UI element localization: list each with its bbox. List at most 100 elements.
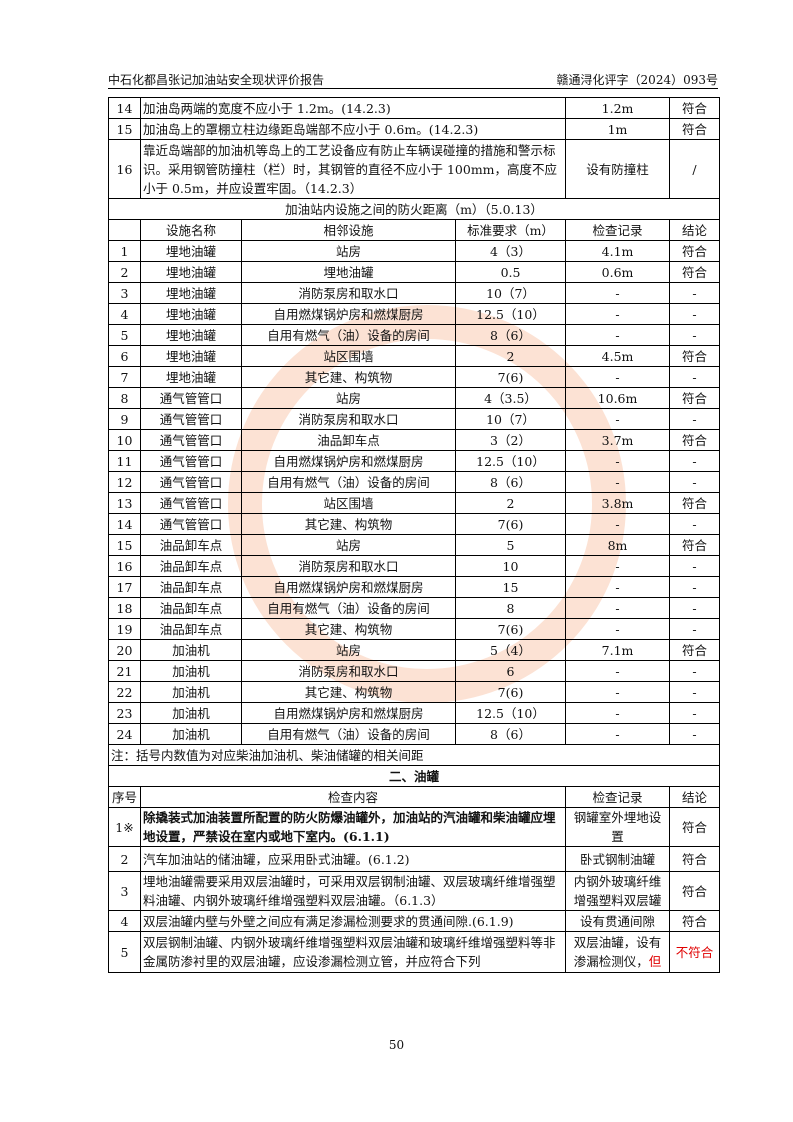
table-cell: 站房 — [241, 534, 456, 556]
check-content: 双层钢制油罐、内钢外玻璃纤维增强塑料双层油罐和玻璃纤维增强塑料等非金属防渗衬里的… — [139, 931, 567, 973]
table-cell: 站房 — [241, 387, 456, 409]
column-header: 设施名称 — [140, 219, 242, 241]
column-header: 序号 — [108, 786, 141, 808]
table-cell: 8 — [454, 597, 567, 619]
table-row: 1※ 除撬装式加油装置所配置的防火防爆油罐外，加油站的汽油罐和柴油罐应埋地设置，严… — [108, 807, 721, 847]
table-cell: 8（6） — [454, 723, 567, 745]
table-cell: 自用燃煤锅炉房和燃煤厨房 — [241, 303, 456, 325]
table-row: 6 埋地油罐 站区围墙 2 4.5m 符合 — [108, 345, 721, 367]
table-cell: 站区围墙 — [241, 492, 456, 514]
table-cell: 消防泵房和取水口 — [241, 282, 456, 304]
row-number: 1※ — [108, 807, 141, 847]
table-cell: - — [565, 660, 671, 682]
table-cell: 埋地油罐 — [140, 282, 242, 304]
table-row: 11 通气管管口 自用燃煤锅炉房和燃煤厨房 12.5（10） - - — [108, 450, 721, 472]
column-header: 检查记录 — [565, 219, 671, 241]
row-number: 14 — [108, 97, 141, 119]
table-cell: 5 — [108, 324, 141, 346]
header-row: 序号 检查内容 检查记录 结论 — [108, 786, 721, 808]
table-cell: - — [669, 471, 721, 493]
column-header: 标准要求（m） — [454, 219, 567, 241]
table-cell: 12.5（10） — [454, 303, 567, 325]
table-cell: 3（2） — [454, 429, 567, 451]
table-cell: 0.6m — [565, 261, 671, 283]
table-cell: 16 — [108, 555, 141, 577]
check-record: 设有贯通间隙 — [565, 910, 671, 932]
table-cell: 7(6) — [454, 681, 567, 703]
check-record: 设有防撞柱 — [565, 139, 671, 199]
table-cell: 8（6） — [454, 471, 567, 493]
table-row: 15 加油岛上的罩棚立柱边缘距岛端部不应小于 0.6m。(14.2.3) 1m 符合 — [108, 118, 721, 140]
section-title: 二、油罐 — [107, 765, 721, 787]
table-cell: 8 — [108, 387, 141, 409]
check-record: 双层油罐，设有渗漏检测仪，但 — [565, 931, 671, 973]
table-cell: 符合 — [669, 492, 721, 514]
table-cell: 8（6） — [454, 324, 567, 346]
check-record: 1.2m — [565, 97, 671, 119]
table-note: 注：括号内数值为对应柴油加油机、柴油储罐的相关间距 — [107, 744, 721, 766]
table-cell: 站房 — [241, 240, 456, 262]
table-row: 4 双层油罐内壁与外壁之间应有满足渗漏检测要求的贯通间隙.(6.1.9) 设有贯通间… — [108, 910, 721, 932]
check-record: 卧式钢制油罐 — [565, 846, 671, 872]
table-cell: - — [669, 597, 721, 619]
table-cell: - — [565, 450, 671, 472]
table-cell: - — [565, 513, 671, 535]
table-cell: 符合 — [669, 261, 721, 283]
table-cell: 7 — [108, 366, 141, 388]
table-cell: 20 — [108, 639, 141, 661]
table-cell: 7.1m — [565, 639, 671, 661]
table-cell: - — [669, 555, 721, 577]
table-cell: 2 — [454, 492, 567, 514]
table-cell: 加油机 — [140, 660, 242, 682]
page-header: 中石化都昌张记加油站安全现状评价报告 赣通浔化评字（2024）093号 — [108, 68, 718, 89]
table-cell: - — [565, 366, 671, 388]
table-cell: 7(6) — [454, 618, 567, 640]
table-row: 21 加油机 消防泵房和取水口 6- - — [108, 660, 721, 682]
table-row: 9 通气管管口 消防泵房和取水口 10（7） - - — [108, 408, 721, 430]
table-cell: 5（4） — [454, 639, 567, 661]
table-cell: 油品卸车点 — [140, 618, 242, 640]
table-cell: 油品卸车点 — [140, 597, 242, 619]
table-row: 19 油品卸车点 其它建、构筑物 7(6) - - — [108, 618, 721, 640]
table-cell: 通气管管口 — [140, 450, 242, 472]
check-record: 内钢外玻璃纤维增强塑料双层罐 — [565, 871, 671, 911]
note-row: 注：括号内数值为对应柴油加油机、柴油储罐的相关间距 — [107, 744, 721, 766]
table-cell: 通气管管口 — [140, 387, 242, 409]
table-cell: - — [669, 723, 721, 745]
table-cell: 埋地油罐 — [140, 240, 242, 262]
table-cell: 其它建、构筑物 — [241, 513, 456, 535]
table-cell: 10（7） — [454, 282, 567, 304]
table-cell: 油品卸车点 — [140, 555, 242, 577]
table-cell: 通气管管口 — [140, 492, 242, 514]
table-row: 5 双层钢制油罐、内钢外玻璃纤维增强塑料双层油罐和玻璃纤维增强塑料等非金属防渗衬里… — [108, 931, 721, 973]
table-cell: 加油机 — [140, 639, 242, 661]
table-cell: - — [669, 681, 721, 703]
table-cell: 消防泵房和取水口 — [241, 408, 456, 430]
table-cell: 3.7m — [565, 429, 671, 451]
table-cell: 通气管管口 — [140, 513, 242, 535]
table-cell: 其它建、构筑物 — [241, 366, 456, 388]
table-row: 4 埋地油罐 自用燃煤锅炉房和燃煤厨房 12.5（10） - - — [108, 303, 721, 325]
column-header: 相邻设施 — [241, 219, 456, 241]
table-cell: - — [565, 324, 671, 346]
table-cell: 加油机 — [140, 681, 242, 703]
check-content: 双层油罐内壁与外壁之间应有满足渗漏检测要求的贯通间隙.(6.1.9) — [139, 910, 567, 932]
row-number: 15 — [108, 118, 141, 140]
table-cell: 6 — [108, 345, 141, 367]
table-cell: - — [669, 366, 721, 388]
table-cell: 通气管管口 — [140, 429, 242, 451]
table-cell: 10 — [108, 429, 141, 451]
table-cell: 站房 — [241, 639, 456, 661]
table-cell: 符合 — [669, 387, 721, 409]
row-number: 5 — [108, 931, 141, 973]
table-cell: 21 — [108, 660, 141, 682]
table-cell: 消防泵房和取水口 — [241, 660, 456, 682]
check-content: 靠近岛端部的加油机等岛上的工艺设备应有防止车辆误碰撞的措施和警示标识。采用钢管防… — [139, 139, 567, 199]
table-row: 13 通气管管口 站区围墙 2 3.8m 符合 — [108, 492, 721, 514]
table-row: 2 埋地油罐 埋地油罐 0.5 0.6m 符合 — [108, 261, 721, 283]
table-cell: - — [669, 513, 721, 535]
table-cell: 其它建、构筑物 — [241, 618, 456, 640]
table-row: 12 通气管管口 自用有燃气（油）设备的房间 8（6） - - — [108, 471, 721, 493]
table-cell: 24 — [108, 723, 141, 745]
table-cell: 加油机 — [140, 723, 242, 745]
